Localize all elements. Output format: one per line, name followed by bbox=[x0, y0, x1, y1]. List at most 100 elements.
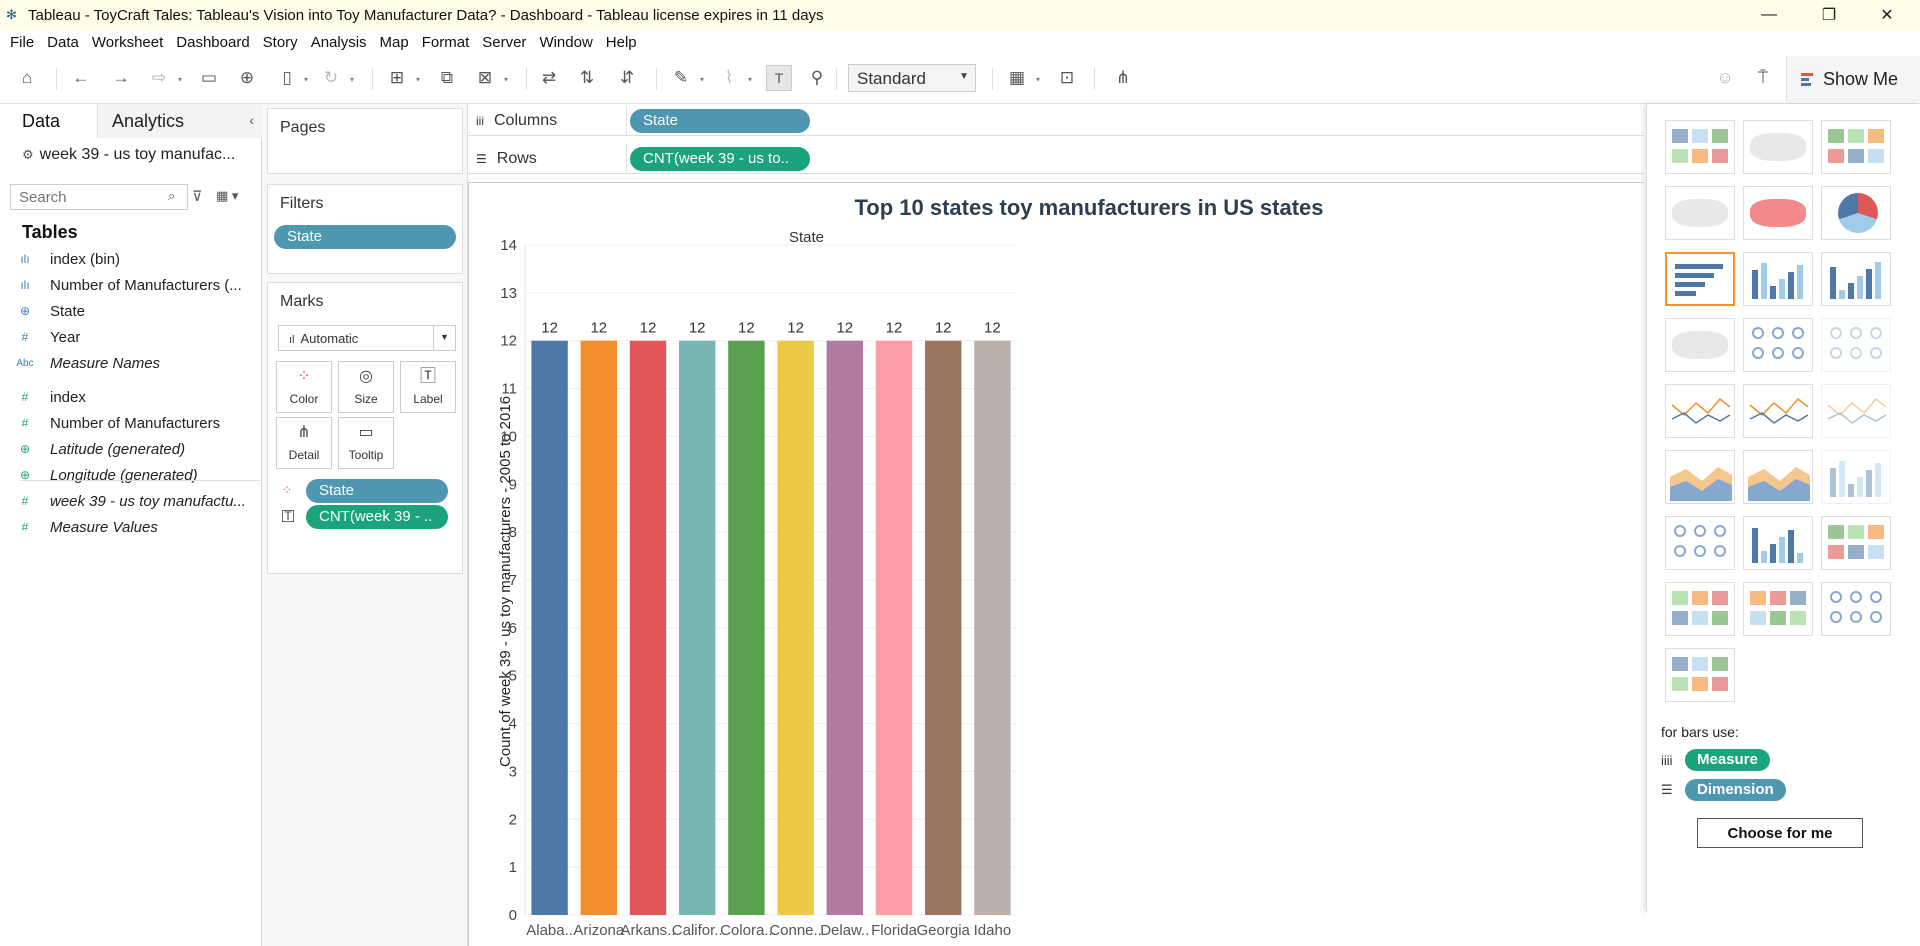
chart-type-horizontal-bars[interactable] bbox=[1665, 252, 1735, 306]
chart-type-bullet-graph[interactable] bbox=[1743, 582, 1813, 636]
view-options-icon[interactable]: ▦ ▾ bbox=[216, 188, 239, 203]
group-members-icon[interactable]: ⌇ bbox=[724, 68, 734, 87]
show-mark-labels-icon[interactable]: T bbox=[766, 65, 792, 91]
refresh-dropdown-icon[interactable]: ▾ bbox=[350, 75, 355, 84]
chart-type-dashboard-extension[interactable] bbox=[1665, 648, 1735, 702]
restore-icon[interactable]: ❐ bbox=[1821, 7, 1837, 24]
field-item[interactable]: ılı index (bin) bbox=[0, 246, 262, 272]
menu-file[interactable]: File bbox=[10, 33, 35, 51]
data-source[interactable]: ⚙ week 39 - us toy manufac... bbox=[22, 146, 235, 164]
menu-help[interactable]: Help bbox=[605, 33, 637, 51]
save-icon[interactable]: ▭ bbox=[200, 68, 218, 87]
clear-sheet-icon[interactable]: ⊠ bbox=[477, 68, 493, 87]
close-icon[interactable]: ✕ bbox=[1880, 7, 1894, 24]
chart-type-stacked-bars[interactable] bbox=[1743, 252, 1813, 306]
search-input[interactable] bbox=[10, 184, 188, 210]
chart-type-circle-views[interactable] bbox=[1743, 318, 1813, 372]
chart-type-text-table[interactable] bbox=[1665, 120, 1735, 174]
menu-map[interactable]: Map bbox=[379, 33, 409, 51]
replay-dropdown-icon[interactable]: ▾ bbox=[178, 75, 183, 84]
menu-analysis[interactable]: Analysis bbox=[310, 33, 367, 51]
pages-card[interactable]: Pages bbox=[267, 108, 463, 174]
chart-type-symbol-map[interactable] bbox=[1665, 186, 1735, 240]
show-me-button[interactable]: Show Me bbox=[1786, 56, 1920, 102]
chart-type-dual-lines[interactable] bbox=[1821, 384, 1891, 438]
tab-data[interactable]: Data bbox=[0, 104, 98, 138]
chart-type-side-by-side-circles[interactable] bbox=[1821, 318, 1891, 372]
menu-dashboard[interactable]: Dashboard bbox=[176, 33, 250, 51]
marks-label-button[interactable]: 🅃 Label bbox=[400, 361, 456, 413]
choose-for-me-button[interactable]: Choose for me bbox=[1697, 818, 1863, 848]
chart-type-gantt-chart[interactable] bbox=[1665, 582, 1735, 636]
chart-type-packed-bubbles[interactable] bbox=[1821, 582, 1891, 636]
marks-detail-button[interactable]: ⋔ Detail bbox=[276, 417, 332, 469]
menu-worksheet[interactable]: Worksheet bbox=[91, 33, 164, 51]
show-cards-dropdown-icon[interactable]: ▾ bbox=[1036, 75, 1041, 84]
refresh-icon[interactable]: ↻ bbox=[323, 68, 339, 87]
chart-type-pie-chart[interactable] bbox=[1821, 186, 1891, 240]
chart-type-area-discrete[interactable] bbox=[1743, 450, 1813, 504]
menu-window[interactable]: Window bbox=[539, 33, 593, 51]
sort-ascending-icon[interactable]: ⇅ bbox=[579, 68, 595, 87]
tab-analytics[interactable]: Analytics ‹ bbox=[98, 104, 262, 138]
field-item[interactable]: ⊕ Latitude (generated) bbox=[0, 436, 262, 462]
chart-type-scatter-plot[interactable] bbox=[1665, 516, 1735, 570]
chart-type-box-and-whisker[interactable] bbox=[1821, 516, 1891, 570]
share-icon[interactable]: ⋔ bbox=[1115, 68, 1131, 87]
new-data-source-icon[interactable]: ⊕ bbox=[239, 68, 255, 87]
field-item[interactable]: ⊕ State bbox=[0, 298, 262, 324]
replay-icon[interactable]: ⇨ bbox=[151, 68, 167, 87]
marks-color-button[interactable]: ⁘ Color bbox=[276, 361, 332, 413]
columns-pill-state[interactable]: State bbox=[630, 109, 810, 133]
menu-data[interactable]: Data bbox=[47, 33, 79, 51]
highlight-icon[interactable]: ✎ bbox=[673, 68, 689, 87]
format-painter-icon[interactable]: ⍑ bbox=[1757, 68, 1769, 87]
chart-type-area-continuous[interactable] bbox=[1665, 450, 1735, 504]
field-item[interactable]: ılı Number of Manufacturers (... bbox=[0, 272, 262, 298]
new-worksheet-icon[interactable]: ⊞ bbox=[389, 68, 405, 87]
menu-server[interactable]: Server bbox=[482, 33, 527, 51]
menu-format[interactable]: Format bbox=[421, 33, 470, 51]
presentation-mode-icon[interactable]: ⊡ bbox=[1059, 68, 1075, 87]
chart-type-continuous-lines[interactable] bbox=[1665, 384, 1735, 438]
sort-descending-icon[interactable]: ⇵ bbox=[619, 68, 635, 87]
field-item[interactable]: # index bbox=[0, 384, 262, 410]
field-item[interactable]: # Number of Manufacturers bbox=[0, 410, 262, 436]
marks-size-button[interactable]: ◎ Size bbox=[338, 361, 394, 413]
collapse-pane-icon[interactable]: ‹ bbox=[249, 112, 254, 128]
chart-type-histogram[interactable] bbox=[1743, 516, 1813, 570]
chart-type-filled-map[interactable] bbox=[1743, 186, 1813, 240]
fit-select[interactable]: Standard ▼ bbox=[848, 64, 976, 92]
field-item[interactable]: # Year bbox=[0, 324, 262, 350]
marks-pill-cnt[interactable]: CNT(week 39 - .. bbox=[306, 505, 448, 529]
group-dropdown-icon[interactable]: ▾ bbox=[748, 75, 753, 84]
rows-shelf[interactable]: ☰ Rows CNT(week 39 - us to.. bbox=[468, 144, 1644, 174]
undo-icon[interactable]: ← bbox=[72, 68, 90, 87]
filter-icon[interactable]: ⊽ bbox=[192, 188, 203, 204]
filter-pill-state[interactable]: State bbox=[274, 225, 456, 249]
chart-type-heat-map[interactable] bbox=[1743, 120, 1813, 174]
redo-icon[interactable]: → bbox=[112, 68, 130, 87]
clear-dropdown-icon[interactable]: ▾ bbox=[504, 75, 509, 84]
field-item[interactable]: # Measure Values bbox=[0, 514, 262, 540]
duplicate-icon[interactable]: ⧉ bbox=[440, 68, 454, 87]
chart-type-discrete-lines[interactable] bbox=[1743, 384, 1813, 438]
field-item[interactable]: # week 39 - us toy manufactu... bbox=[0, 488, 262, 514]
minimize-icon[interactable]: — bbox=[1761, 6, 1777, 23]
pause-updates-icon[interactable]: ▯ bbox=[282, 68, 292, 87]
pause-dropdown-icon[interactable]: ▾ bbox=[304, 75, 309, 84]
marks-pill-state[interactable]: State bbox=[306, 479, 448, 503]
ask-data-icon[interactable]: ☺ bbox=[1716, 68, 1734, 87]
filters-card[interactable]: Filters State bbox=[267, 184, 463, 274]
home-icon[interactable]: ⌂ bbox=[21, 68, 33, 87]
new-worksheet-dropdown-icon[interactable]: ▾ bbox=[416, 75, 421, 84]
columns-shelf[interactable]: iii Columns State bbox=[468, 106, 1644, 136]
field-item[interactable]: ⊕ Longitude (generated) bbox=[0, 462, 262, 488]
menu-story[interactable]: Story bbox=[262, 33, 298, 51]
mark-type-select[interactable]: ıl Automatic ▼ bbox=[278, 325, 456, 351]
swap-rows-columns-icon[interactable]: ⇄ bbox=[541, 68, 557, 87]
chart-type-highlight-table[interactable] bbox=[1821, 120, 1891, 174]
marks-tooltip-button[interactable]: ▭ Tooltip bbox=[338, 417, 394, 469]
show-cards-icon[interactable]: ▦ bbox=[1008, 68, 1026, 87]
fix-axes-icon[interactable]: ⚲ bbox=[810, 68, 824, 87]
